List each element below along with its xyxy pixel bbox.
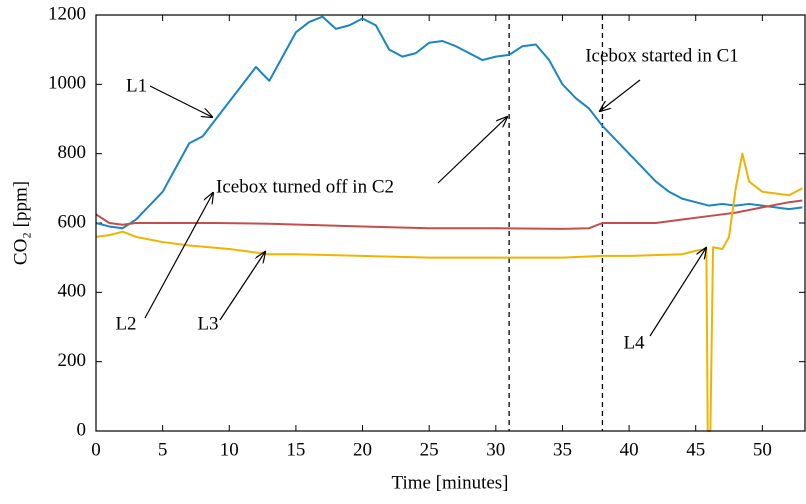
y-tick-label: 400 — [58, 281, 87, 302]
series-line — [95, 15, 803, 230]
y-tick-label: 0 — [77, 419, 87, 440]
y-tick-label: 600 — [58, 211, 87, 232]
x-tick-label: 20 — [353, 439, 372, 460]
annotation-arrow — [144, 193, 213, 319]
annotation-arrow — [219, 252, 265, 321]
annotation: L2 — [115, 313, 136, 334]
annotation-bg — [112, 75, 152, 99]
x-tick-label: 30 — [486, 439, 505, 460]
y-tick-label: 800 — [58, 142, 87, 163]
x-tick-label: 0 — [91, 439, 101, 460]
x-tick-label: 50 — [753, 439, 772, 460]
x-tick-label: 35 — [553, 439, 572, 460]
annotation: L4 — [623, 332, 645, 353]
annotation-arrow — [149, 85, 212, 117]
annotation-arrow — [649, 248, 706, 337]
annotation: Icebox turned off in C2 — [216, 176, 394, 197]
x-tick-label: 10 — [220, 439, 239, 460]
y-axis-label: CO₂ [ppm] — [10, 181, 31, 265]
annotation: Icebox started in C1 — [585, 45, 739, 66]
plot-frame — [95, 14, 806, 432]
x-tick-label: 5 — [158, 439, 168, 460]
x-tick-label: 15 — [286, 439, 305, 460]
annotation-arrow — [600, 79, 641, 111]
annotation: L3 — [197, 313, 218, 334]
series-line — [95, 199, 803, 230]
series-line — [95, 152, 803, 432]
x-tick-label: 45 — [686, 439, 705, 460]
annotation: L1 — [126, 75, 147, 96]
x-tick-label: 40 — [620, 439, 639, 460]
y-tick-label: 1000 — [48, 73, 86, 94]
x-axis-label: Time [minutes] — [392, 472, 509, 493]
x-tick-label: 25 — [420, 439, 439, 460]
annotation-arrow — [437, 117, 507, 184]
y-tick-label: 1200 — [48, 3, 86, 24]
y-tick-label: 200 — [58, 350, 87, 371]
